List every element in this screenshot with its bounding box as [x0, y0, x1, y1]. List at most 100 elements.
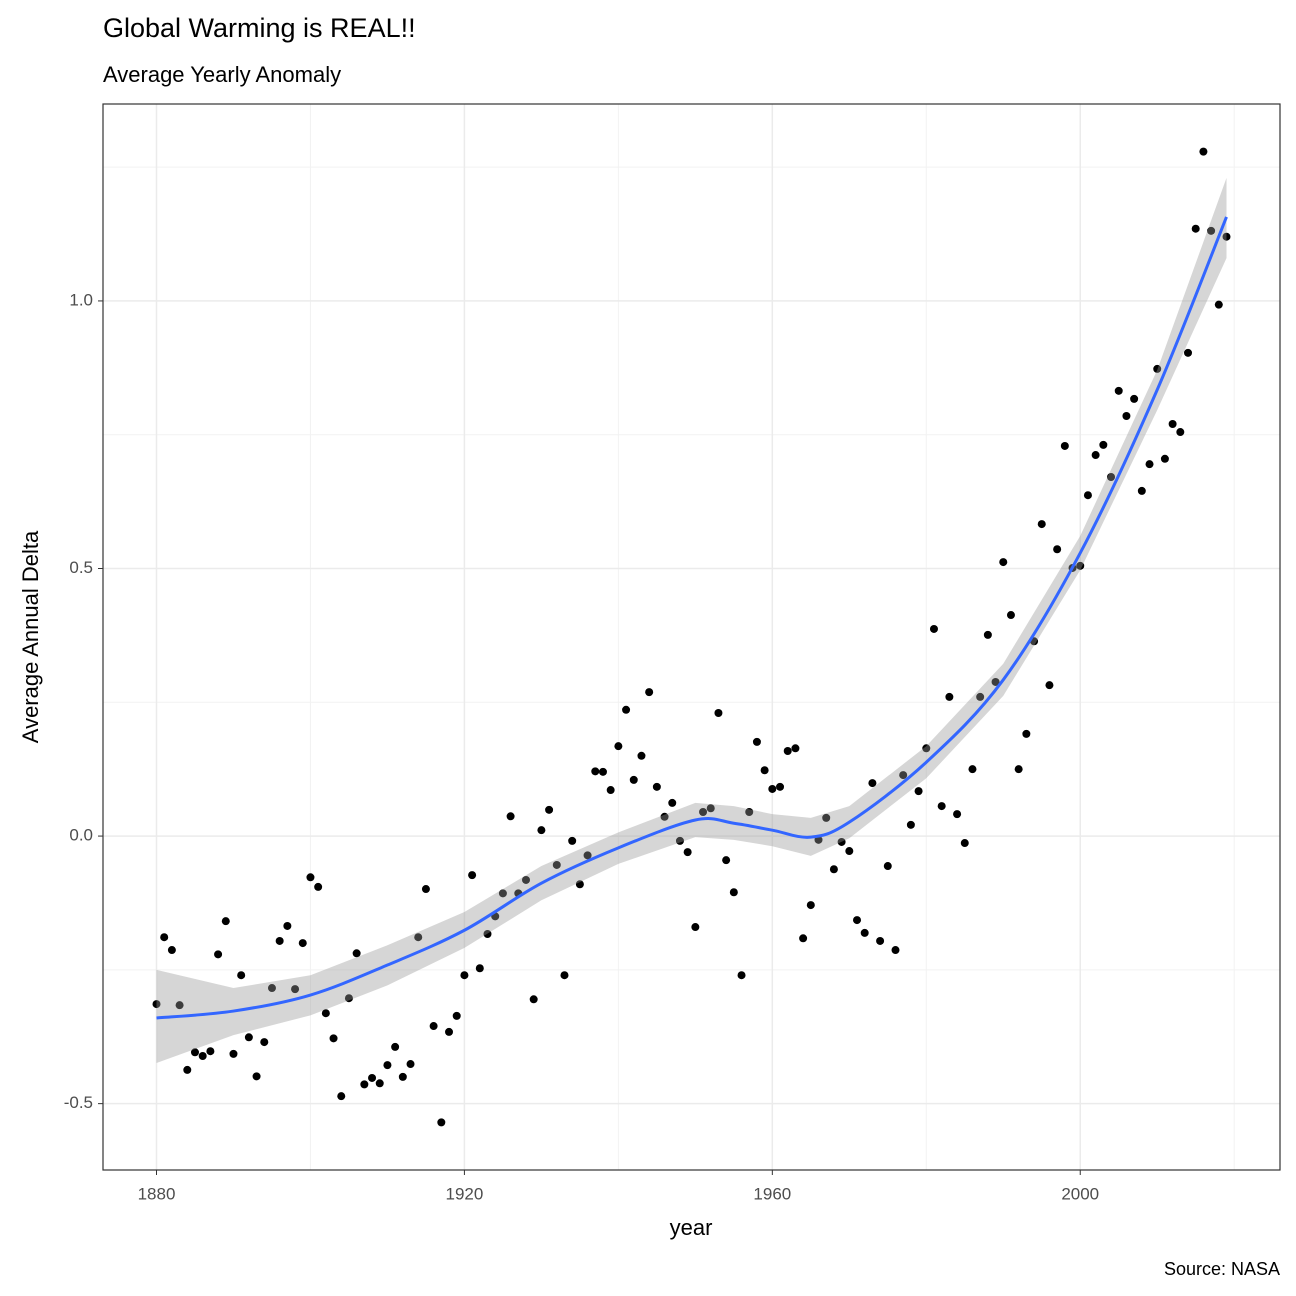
point [760, 766, 769, 775]
point [937, 802, 946, 811]
point [983, 630, 992, 639]
point [498, 889, 507, 898]
point [260, 1038, 269, 1047]
point [699, 807, 708, 816]
point [714, 708, 723, 717]
point [391, 1042, 400, 1051]
point [837, 837, 846, 846]
point [652, 782, 661, 791]
point [829, 865, 838, 874]
point [475, 964, 484, 973]
point [799, 934, 808, 943]
point [206, 1047, 215, 1056]
point [691, 923, 700, 932]
point [868, 779, 877, 788]
point [1107, 472, 1116, 481]
point [1191, 224, 1200, 233]
point [675, 836, 684, 845]
point [953, 810, 962, 819]
point [1006, 611, 1015, 620]
point [991, 677, 1000, 686]
point [198, 1052, 207, 1061]
point [622, 705, 631, 714]
point [598, 767, 607, 776]
point [899, 771, 908, 780]
point [1199, 147, 1208, 156]
x-tick-label: 2000 [1061, 1184, 1099, 1203]
point [929, 624, 938, 633]
chart-title: Global Warming is REAL!! [103, 13, 416, 43]
point [660, 812, 669, 821]
point [922, 744, 931, 753]
point [568, 836, 577, 845]
point [706, 804, 715, 813]
point [429, 1022, 438, 1031]
point [1176, 428, 1185, 437]
caption: Source: NASA [1164, 1259, 1280, 1279]
point [614, 742, 623, 751]
point [183, 1065, 192, 1074]
point [737, 971, 746, 980]
point [606, 786, 615, 795]
point [945, 692, 954, 701]
panel-border [102, 103, 1281, 1171]
point [1091, 451, 1100, 460]
point [1145, 460, 1154, 469]
point [1207, 226, 1216, 235]
point [1083, 491, 1092, 500]
y-tick-label: -0.5 [64, 1093, 93, 1112]
point [306, 873, 315, 882]
point [960, 839, 969, 848]
x-tick-label: 1960 [753, 1184, 791, 1203]
point [537, 826, 546, 835]
point [752, 737, 761, 746]
y-axis-title: Average Annual Delta [18, 530, 43, 743]
point [160, 933, 169, 942]
point [468, 871, 477, 880]
point [1160, 454, 1169, 463]
point [529, 995, 538, 1004]
point [344, 994, 353, 1003]
point [368, 1073, 377, 1082]
point [791, 744, 800, 753]
point [583, 851, 592, 860]
point [999, 558, 1008, 567]
point [683, 848, 692, 857]
chart-subtitle: Average Yearly Anomaly [103, 62, 341, 87]
point [1060, 441, 1069, 450]
point [745, 807, 754, 816]
point [729, 888, 738, 897]
smooth-line [156, 216, 1228, 1020]
point [152, 1000, 161, 1009]
point [352, 949, 361, 958]
point [190, 1048, 199, 1057]
point [545, 805, 554, 814]
point [221, 917, 230, 926]
y-tick-label: 1.0 [69, 290, 93, 309]
point [291, 985, 300, 994]
point [560, 971, 569, 980]
point [591, 767, 600, 776]
point [445, 1027, 454, 1036]
x-axis-title: year [670, 1215, 713, 1240]
point [822, 813, 831, 822]
point [906, 820, 915, 829]
y-tick-label: 0.0 [69, 826, 93, 845]
point [891, 946, 900, 955]
point [398, 1072, 407, 1081]
point [237, 971, 246, 980]
point [1076, 561, 1085, 570]
point [1222, 232, 1231, 241]
x-tick-label: 1880 [138, 1184, 176, 1203]
point [421, 885, 430, 894]
point [860, 928, 869, 937]
point [1137, 486, 1146, 495]
point [283, 921, 292, 930]
point [845, 847, 854, 856]
point [575, 880, 584, 889]
point [637, 751, 646, 760]
point [976, 692, 985, 701]
x-tick-label: 1920 [445, 1184, 483, 1203]
